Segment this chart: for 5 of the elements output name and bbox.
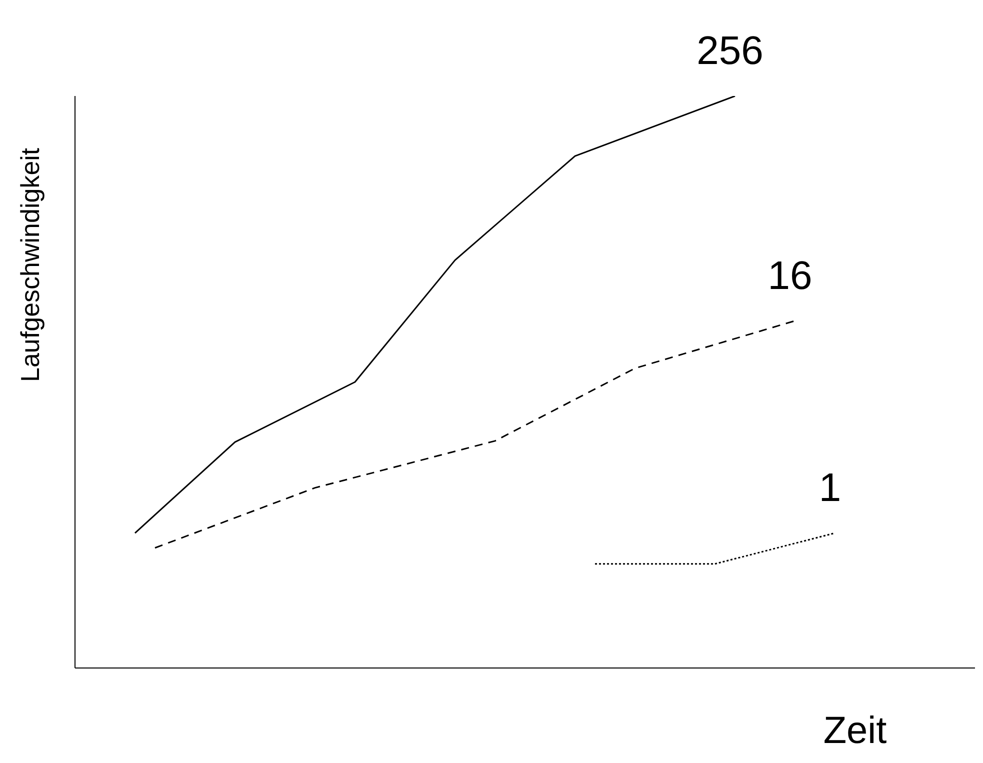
series-label: 16 — [768, 254, 812, 298]
series-label: 1 — [818, 466, 842, 510]
series-label: 256 — [696, 29, 764, 73]
y-axis-title: Laufgeschwindigkeit — [15, 147, 46, 382]
x-axis-title: Zeit — [823, 710, 888, 752]
